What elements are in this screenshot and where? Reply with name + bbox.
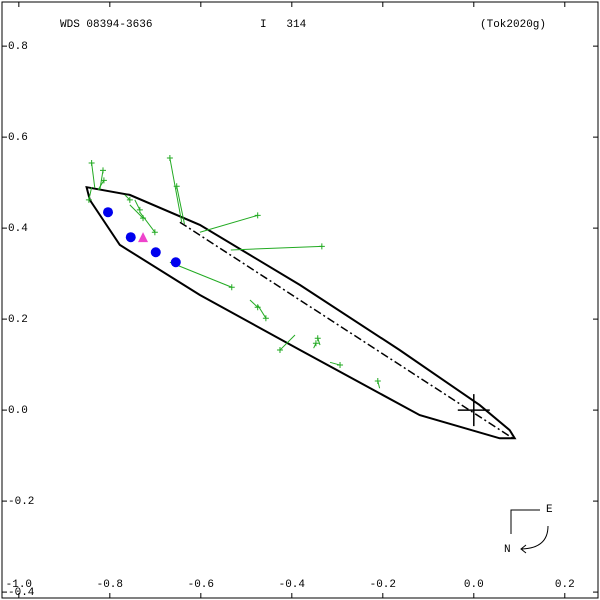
y-tick-label: -0.4 <box>8 587 35 599</box>
x-tick-label: 0.2 <box>555 579 575 591</box>
observation <box>85 196 92 203</box>
x-tick-label: -0.4 <box>279 579 306 591</box>
interferometric-point <box>103 207 114 218</box>
header-right: (Tok2020g) <box>480 19 546 31</box>
recent-point <box>138 232 149 243</box>
x-tick-label: -0.8 <box>97 579 123 591</box>
observation <box>88 160 95 167</box>
header-center: I 314 <box>260 19 307 31</box>
observation <box>151 229 158 236</box>
y-tick-label: 0.6 <box>8 132 28 144</box>
residual-line <box>279 334 296 351</box>
observation <box>228 284 235 291</box>
observation <box>254 212 261 219</box>
residual-line <box>169 261 232 288</box>
x-tick-label: -1.0 <box>6 579 32 591</box>
observation <box>166 155 173 162</box>
residual-line <box>91 162 96 189</box>
compass-east: E <box>546 504 553 516</box>
observation <box>318 243 325 250</box>
residual-line <box>124 194 131 201</box>
interferometric-point <box>150 247 161 258</box>
residual-line <box>97 180 105 191</box>
observation <box>374 377 381 384</box>
observation <box>337 362 344 369</box>
observation <box>100 167 107 174</box>
residual-line <box>134 199 141 211</box>
observation <box>262 315 269 322</box>
interferometric-point <box>170 257 181 268</box>
interferometric-point <box>125 232 136 243</box>
observation <box>173 183 180 190</box>
line-of-nodes <box>179 221 514 439</box>
compass-north: N <box>504 544 511 556</box>
x-tick-label: 0.0 <box>464 579 484 591</box>
y-tick-label: 0.4 <box>8 223 28 235</box>
x-tick-label: -0.2 <box>370 579 396 591</box>
residual-line <box>129 204 144 219</box>
observation <box>126 196 133 203</box>
primary-star <box>457 394 490 427</box>
observation <box>312 340 319 347</box>
header-left: WDS 08394-3636 <box>60 19 152 31</box>
observation <box>136 206 143 213</box>
residual-line <box>139 211 156 233</box>
compass: E N <box>504 504 553 556</box>
y-tick-label: 0.0 <box>8 405 28 417</box>
observation <box>314 335 321 342</box>
observation <box>276 347 283 354</box>
y-tick-label: 0.2 <box>8 314 28 326</box>
residual-line <box>169 157 183 223</box>
compass-rotation <box>520 525 549 554</box>
residual-line <box>199 214 258 233</box>
y-tick-label: 0.8 <box>8 41 28 53</box>
residual-line <box>249 299 259 308</box>
orbit <box>85 185 517 440</box>
residual-line <box>257 304 267 319</box>
x-tick-label: -0.6 <box>188 579 214 591</box>
observation <box>100 177 107 184</box>
compass-arrows <box>510 509 540 534</box>
y-tick-label: -0.2 <box>8 496 34 508</box>
residual-line <box>230 245 322 251</box>
residual-line <box>176 186 185 225</box>
